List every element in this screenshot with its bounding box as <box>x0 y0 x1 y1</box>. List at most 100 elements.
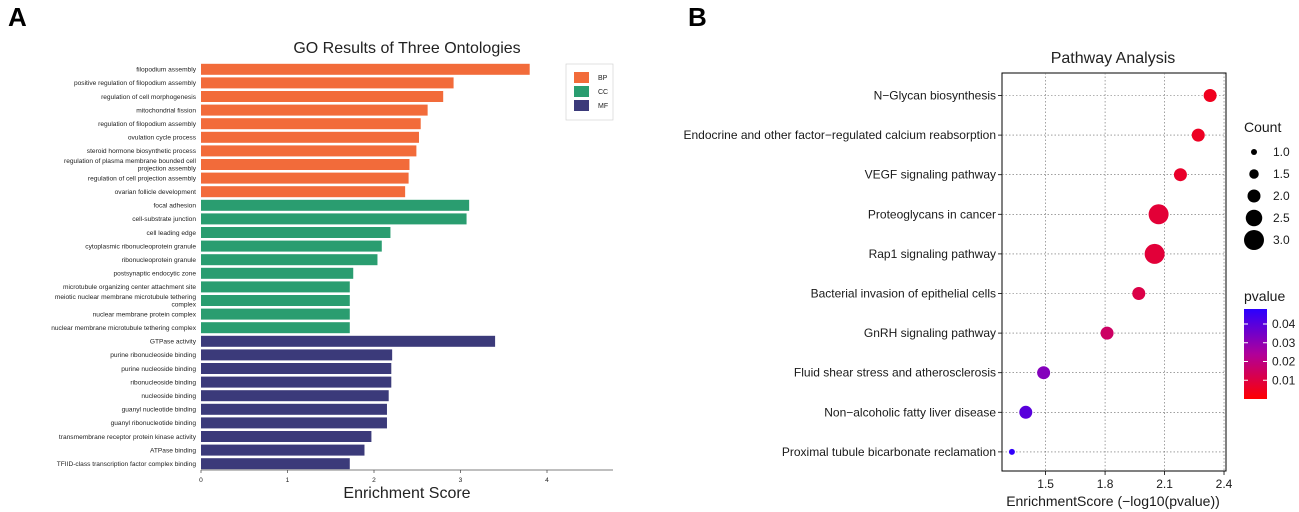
pvalue-colorbar <box>1244 309 1267 399</box>
x-tick-label: 2.1 <box>1156 477 1173 491</box>
data-point <box>1203 89 1217 102</box>
x-tick-label: 1.8 <box>1097 477 1114 491</box>
data-point <box>1008 448 1015 455</box>
bar-cc <box>201 295 350 306</box>
legend-label: MF <box>598 103 608 110</box>
legend-swatch-mf <box>574 100 589 111</box>
pathway-label: Proteoglycans in cancer <box>868 207 996 221</box>
category-label: ovulation cycle process <box>128 135 197 142</box>
bar-mf <box>201 431 372 442</box>
count-legend-dot <box>1245 209 1263 227</box>
category-label: TFIID-class transcription factor complex… <box>57 461 197 468</box>
category-label: meiotic nuclear membrane microtubule tet… <box>55 294 197 308</box>
bar-mf <box>201 417 387 429</box>
bar-cc <box>201 213 467 225</box>
category-label: regulation of filopodium assembly <box>98 121 197 128</box>
category-label: purine nucleoside binding <box>121 366 196 373</box>
pathway-label: Fluid shear stress and atherosclerosis <box>794 366 996 380</box>
bar-cc <box>201 199 470 211</box>
bar-bp <box>201 104 428 116</box>
pathway-label: GnRH signaling pathway <box>864 326 996 340</box>
chart-b-title: Pathway Analysis <box>1051 50 1176 67</box>
x-tick-label: 0 <box>199 477 203 484</box>
bar-cc <box>201 227 391 238</box>
data-point <box>1144 243 1165 264</box>
category-label: regulation of cell morphogenesis <box>101 94 197 101</box>
pathway-dot-plot: B Pathway Analysis N−Glycan biosynthesis… <box>683 2 1295 509</box>
count-legend-dot <box>1244 230 1264 250</box>
count-legend-label: 3.0 <box>1273 233 1290 247</box>
bar-cc <box>201 240 382 252</box>
count-legend-label: 2.5 <box>1273 211 1290 225</box>
bar-bp <box>201 172 409 184</box>
category-label: GTPase activity <box>150 339 197 346</box>
chart-b-x-axis-label: EnrichmentScore (−log10(pvalue)) <box>1006 493 1220 509</box>
colorbar-tick-label: 0.03 <box>1272 336 1296 350</box>
category-label: regulation of plasma membrane bounded ce… <box>64 158 197 172</box>
category-label: ribonucleoprotein granule <box>122 257 197 264</box>
category-label: microtubule organizing center attachment… <box>63 284 196 291</box>
bar-bp <box>201 77 454 89</box>
category-label: mitochondrial fission <box>136 107 196 114</box>
data-point <box>1100 326 1114 340</box>
category-label: ribonucleoside binding <box>130 379 196 386</box>
category-label: ATPase binding <box>150 447 196 454</box>
pathway-label: N−Glycan biosynthesis <box>874 89 996 103</box>
bar-bp <box>201 186 406 198</box>
count-legend-label: 2.0 <box>1273 189 1290 203</box>
legend-swatch-cc <box>574 86 589 97</box>
chart-b-count-legend: Count 1.0 1.5 2.0 2.5 3.0 <box>1244 119 1290 250</box>
pathway-label: VEGF signaling pathway <box>865 168 996 182</box>
colorbar-tick-label: 0.01 <box>1272 373 1296 387</box>
data-point <box>1132 287 1146 300</box>
category-label: guanyl ribonucleotide binding <box>111 420 197 427</box>
bar-bp <box>201 63 530 75</box>
pathway-label: Non−alcoholic fatty liver disease <box>824 405 996 419</box>
count-legend-title: Count <box>1244 119 1281 135</box>
chart-a-title: GO Results of Three Ontologies <box>293 40 520 57</box>
data-point <box>1037 366 1051 380</box>
bar-mf <box>201 349 393 361</box>
bar-cc <box>201 281 350 293</box>
bar-bp <box>201 118 421 130</box>
category-label: filopodium assembly <box>136 67 196 74</box>
data-point <box>1019 405 1033 419</box>
bar-mf <box>201 390 389 402</box>
category-label: nuclear membrane protein complex <box>93 311 197 318</box>
pathway-label: Proximal tubule bicarbonate reclamation <box>782 445 996 459</box>
count-legend-dot <box>1251 149 1257 155</box>
category-label: regulation of cell projection assembly <box>88 175 197 182</box>
chart-b-plot-frame <box>1001 72 1227 472</box>
data-point <box>1191 128 1205 142</box>
bar-cc <box>201 322 350 334</box>
chart-b-pvalue-legend: pvalue 0.01 0.02 0.03 0.04 <box>1244 288 1296 399</box>
bar-bp <box>201 131 419 143</box>
category-label: nucleoside binding <box>141 393 196 400</box>
pathway-label: Rap1 signaling pathway <box>869 247 996 261</box>
count-legend-label: 1.0 <box>1273 145 1290 159</box>
category-label: transmembrane receptor protein kinase ac… <box>59 434 197 441</box>
legend-label: BP <box>598 75 608 82</box>
legend-label: CC <box>598 89 608 96</box>
panel-label-b: B <box>688 2 707 32</box>
bar-bp <box>201 91 444 102</box>
data-point <box>1173 168 1187 182</box>
bar-mf <box>201 335 496 347</box>
colorbar-tick-label: 0.02 <box>1272 355 1296 369</box>
category-label: steroid hormone biosynthetic process <box>87 148 197 155</box>
count-legend-label: 1.5 <box>1273 167 1290 181</box>
go-bar-chart: A GO Results of Three Ontologies filopod… <box>8 2 614 502</box>
panel-label-a: A <box>8 2 27 32</box>
category-label: ovarian follicle development <box>115 189 197 196</box>
x-tick-label: 4 <box>545 477 549 484</box>
category-label: cell leading edge <box>147 230 197 237</box>
bar-bp <box>201 145 417 157</box>
category-label: cell-substrate junction <box>132 216 196 223</box>
bar-cc <box>201 308 350 320</box>
pvalue-legend-title: pvalue <box>1244 288 1285 304</box>
x-tick-label: 1 <box>286 477 290 484</box>
category-label: postsynaptic endocytic zone <box>114 271 197 278</box>
count-legend-dot <box>1249 169 1259 179</box>
colorbar-tick-label: 0.04 <box>1272 317 1296 331</box>
